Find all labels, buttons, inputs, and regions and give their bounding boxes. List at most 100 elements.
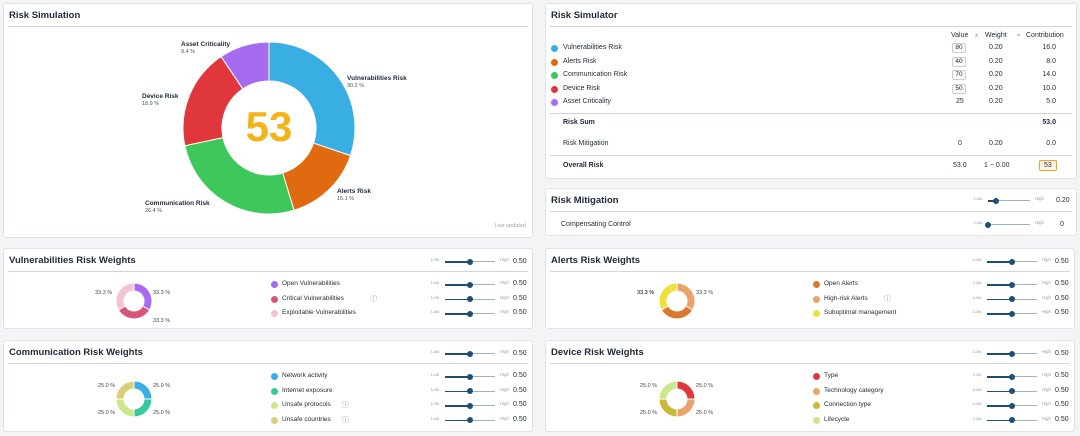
alerts-item-slider-knob[interactable] bbox=[1009, 310, 1015, 317]
vuln-donut-pct-label: 33.3 % bbox=[95, 290, 113, 296]
risk-slice-0[interactable] bbox=[268, 41, 356, 157]
risk-mitigation-label: Risk Mitigation bbox=[563, 140, 609, 147]
vuln-item-color-dot bbox=[271, 295, 278, 303]
comm-weights-slider-knob[interactable] bbox=[467, 350, 473, 357]
risk-sum-label: Risk Sum bbox=[563, 119, 595, 126]
vuln-weights-donut bbox=[115, 282, 153, 320]
device-item-slider[interactable]: Low High bbox=[973, 416, 1051, 425]
simulator-row-label: Vulnerabilities Risk bbox=[563, 44, 622, 51]
risk-slice-2[interactable] bbox=[184, 137, 295, 215]
device-item-slider[interactable]: Low High bbox=[973, 372, 1051, 381]
device-item-slider-low-label: Low bbox=[973, 401, 982, 406]
risk-simulator-title: Risk Simulator bbox=[551, 10, 618, 21]
device-weights-title: Device Risk Weights bbox=[551, 347, 644, 358]
pie-label-device: Device Risk bbox=[142, 93, 179, 100]
alerts-item-label: Suboptimal management bbox=[824, 309, 897, 316]
comm-weights-slice-1[interactable] bbox=[133, 398, 153, 418]
device-weights-slice-1[interactable] bbox=[676, 398, 696, 418]
info-icon[interactable]: ⓘ bbox=[370, 295, 378, 303]
pie-pct-asset-criticality: 9.4 % bbox=[181, 49, 196, 55]
risk-slice-4[interactable] bbox=[220, 41, 270, 90]
simulator-row-weight: 0.20 bbox=[989, 44, 1003, 51]
info-icon[interactable]: ⓘ bbox=[341, 402, 349, 409]
compensating-control-slider[interactable]: Low High bbox=[974, 220, 1044, 229]
risk-mitigation-slider-knob[interactable] bbox=[993, 197, 1000, 204]
comm-weights-slice-3[interactable] bbox=[115, 380, 135, 400]
alerts-weights-slider-high-label: High bbox=[1041, 257, 1051, 262]
vuln-item-slider[interactable]: Low High bbox=[431, 309, 509, 318]
vuln-item-slider-knob[interactable] bbox=[467, 281, 473, 288]
simulator-row-color-dot bbox=[551, 86, 558, 93]
alerts-item-slider[interactable]: Low High bbox=[973, 295, 1051, 304]
alerts-weights-slice-2[interactable] bbox=[658, 282, 678, 311]
comm-item-slider[interactable]: Low High bbox=[431, 401, 509, 410]
alerts-item-slider[interactable]: Low High bbox=[973, 280, 1051, 289]
alerts-item-slider[interactable]: Low High bbox=[973, 309, 1051, 318]
simulator-row-value[interactable]: 70 bbox=[952, 70, 966, 80]
device-weights-panel: Device Risk Weights Low High 0.50 Type Low Hig… bbox=[545, 340, 1075, 432]
overall-risk-factor: 1 − 0.00 bbox=[984, 162, 1010, 169]
alerts-weights-slider-knob[interactable] bbox=[1009, 258, 1015, 265]
vuln-weights-slice-2[interactable] bbox=[115, 282, 135, 311]
comm-item-slider-knob[interactable] bbox=[467, 402, 473, 409]
comm-item-slider-knob[interactable] bbox=[467, 373, 473, 380]
device-weights-slice-3[interactable] bbox=[658, 380, 678, 400]
vuln-weights-slice-1[interactable] bbox=[117, 305, 151, 320]
alerts-item-slider-knob[interactable] bbox=[1009, 281, 1015, 288]
info-icon[interactable]: ⓘ bbox=[883, 295, 891, 303]
simulator-row-weight: 0.20 bbox=[989, 71, 1003, 78]
simulator-row-value[interactable]: 50 bbox=[952, 84, 966, 94]
vuln-item-slider-knob[interactable] bbox=[467, 296, 473, 302]
comm-item-value: 0.50 bbox=[513, 415, 527, 423]
risk-mitigation-slider[interactable]: Low High bbox=[974, 196, 1044, 205]
simulator-row-value[interactable]: 80 bbox=[952, 43, 966, 53]
vuln-weights-slider-knob[interactable] bbox=[467, 258, 473, 265]
comm-item-slider-high-label: High bbox=[499, 415, 509, 421]
device-item-slider-fill bbox=[987, 390, 1012, 392]
comm-item-slider[interactable]: Low High bbox=[431, 387, 509, 396]
device-item-slider-knob[interactable] bbox=[1009, 417, 1015, 423]
device-item-slider-knob[interactable] bbox=[1009, 373, 1015, 380]
comm-item-label: Internet exposure bbox=[282, 386, 333, 394]
alerts-item-slider-fill bbox=[987, 313, 1012, 315]
comm-item-slider[interactable]: Low High bbox=[431, 372, 509, 381]
device-weights-slice-0[interactable] bbox=[676, 380, 696, 400]
pie-pct-device: 18.9 % bbox=[142, 101, 160, 107]
simulator-row-contribution: 10.0 bbox=[1042, 85, 1056, 92]
comm-weights-slice-0[interactable] bbox=[133, 380, 153, 400]
alerts-weights-slice-1[interactable] bbox=[660, 305, 694, 320]
device-weights-slider[interactable]: Low High bbox=[973, 349, 1051, 358]
device-weights-slider-knob[interactable] bbox=[1009, 350, 1015, 357]
device-item-slider[interactable]: Low High bbox=[973, 387, 1051, 396]
risk-sum-value: 53.0 bbox=[1042, 119, 1056, 126]
comm-item-slider-knob[interactable] bbox=[467, 388, 473, 394]
risk-mitigation-slider-track[interactable] bbox=[988, 200, 1030, 202]
overall-risk-sum: 53.0 bbox=[953, 162, 967, 169]
simulator-row-value[interactable]: 40 bbox=[952, 57, 966, 67]
comm-item-slider-low-label: Low bbox=[431, 415, 440, 421]
vuln-item-slider[interactable]: Low High bbox=[431, 295, 509, 304]
device-weights-slice-2[interactable] bbox=[658, 398, 678, 418]
comm-item-slider-knob[interactable] bbox=[467, 417, 473, 423]
compensating-control-slider-track[interactable] bbox=[988, 224, 1030, 226]
device-item-label: Lifecycle bbox=[824, 415, 850, 423]
alerts-weights-slider-value: 0.50 bbox=[1055, 258, 1069, 265]
comm-item-slider[interactable]: Low High bbox=[431, 415, 509, 425]
info-icon[interactable]: ⓘ bbox=[341, 416, 349, 424]
alerts-weights-slider[interactable]: Low High bbox=[973, 257, 1051, 266]
comm-weights-slice-2[interactable] bbox=[115, 398, 135, 418]
comm-weights-slider[interactable]: Low High bbox=[431, 349, 509, 358]
comm-weights-slider-fill bbox=[445, 353, 470, 355]
comm-donut-pct-label: 25.0 % bbox=[98, 410, 116, 416]
device-item-slider-knob[interactable] bbox=[1009, 388, 1015, 394]
compensating-control-value: 0 bbox=[1060, 221, 1064, 228]
device-item-slider[interactable]: Low High bbox=[973, 401, 1051, 410]
vuln-item-slider-knob[interactable] bbox=[467, 310, 473, 317]
compensating-control-slider-knob[interactable] bbox=[985, 221, 991, 228]
device-item-value: 0.50 bbox=[1055, 372, 1069, 379]
vuln-item-slider[interactable]: Low High bbox=[431, 280, 509, 289]
device-item-slider-knob[interactable] bbox=[1009, 402, 1015, 409]
simulator-row-weight: 0.20 bbox=[989, 58, 1003, 65]
vuln-weights-slider[interactable]: Low High bbox=[431, 257, 509, 266]
alerts-item-slider-knob[interactable] bbox=[1009, 296, 1015, 302]
